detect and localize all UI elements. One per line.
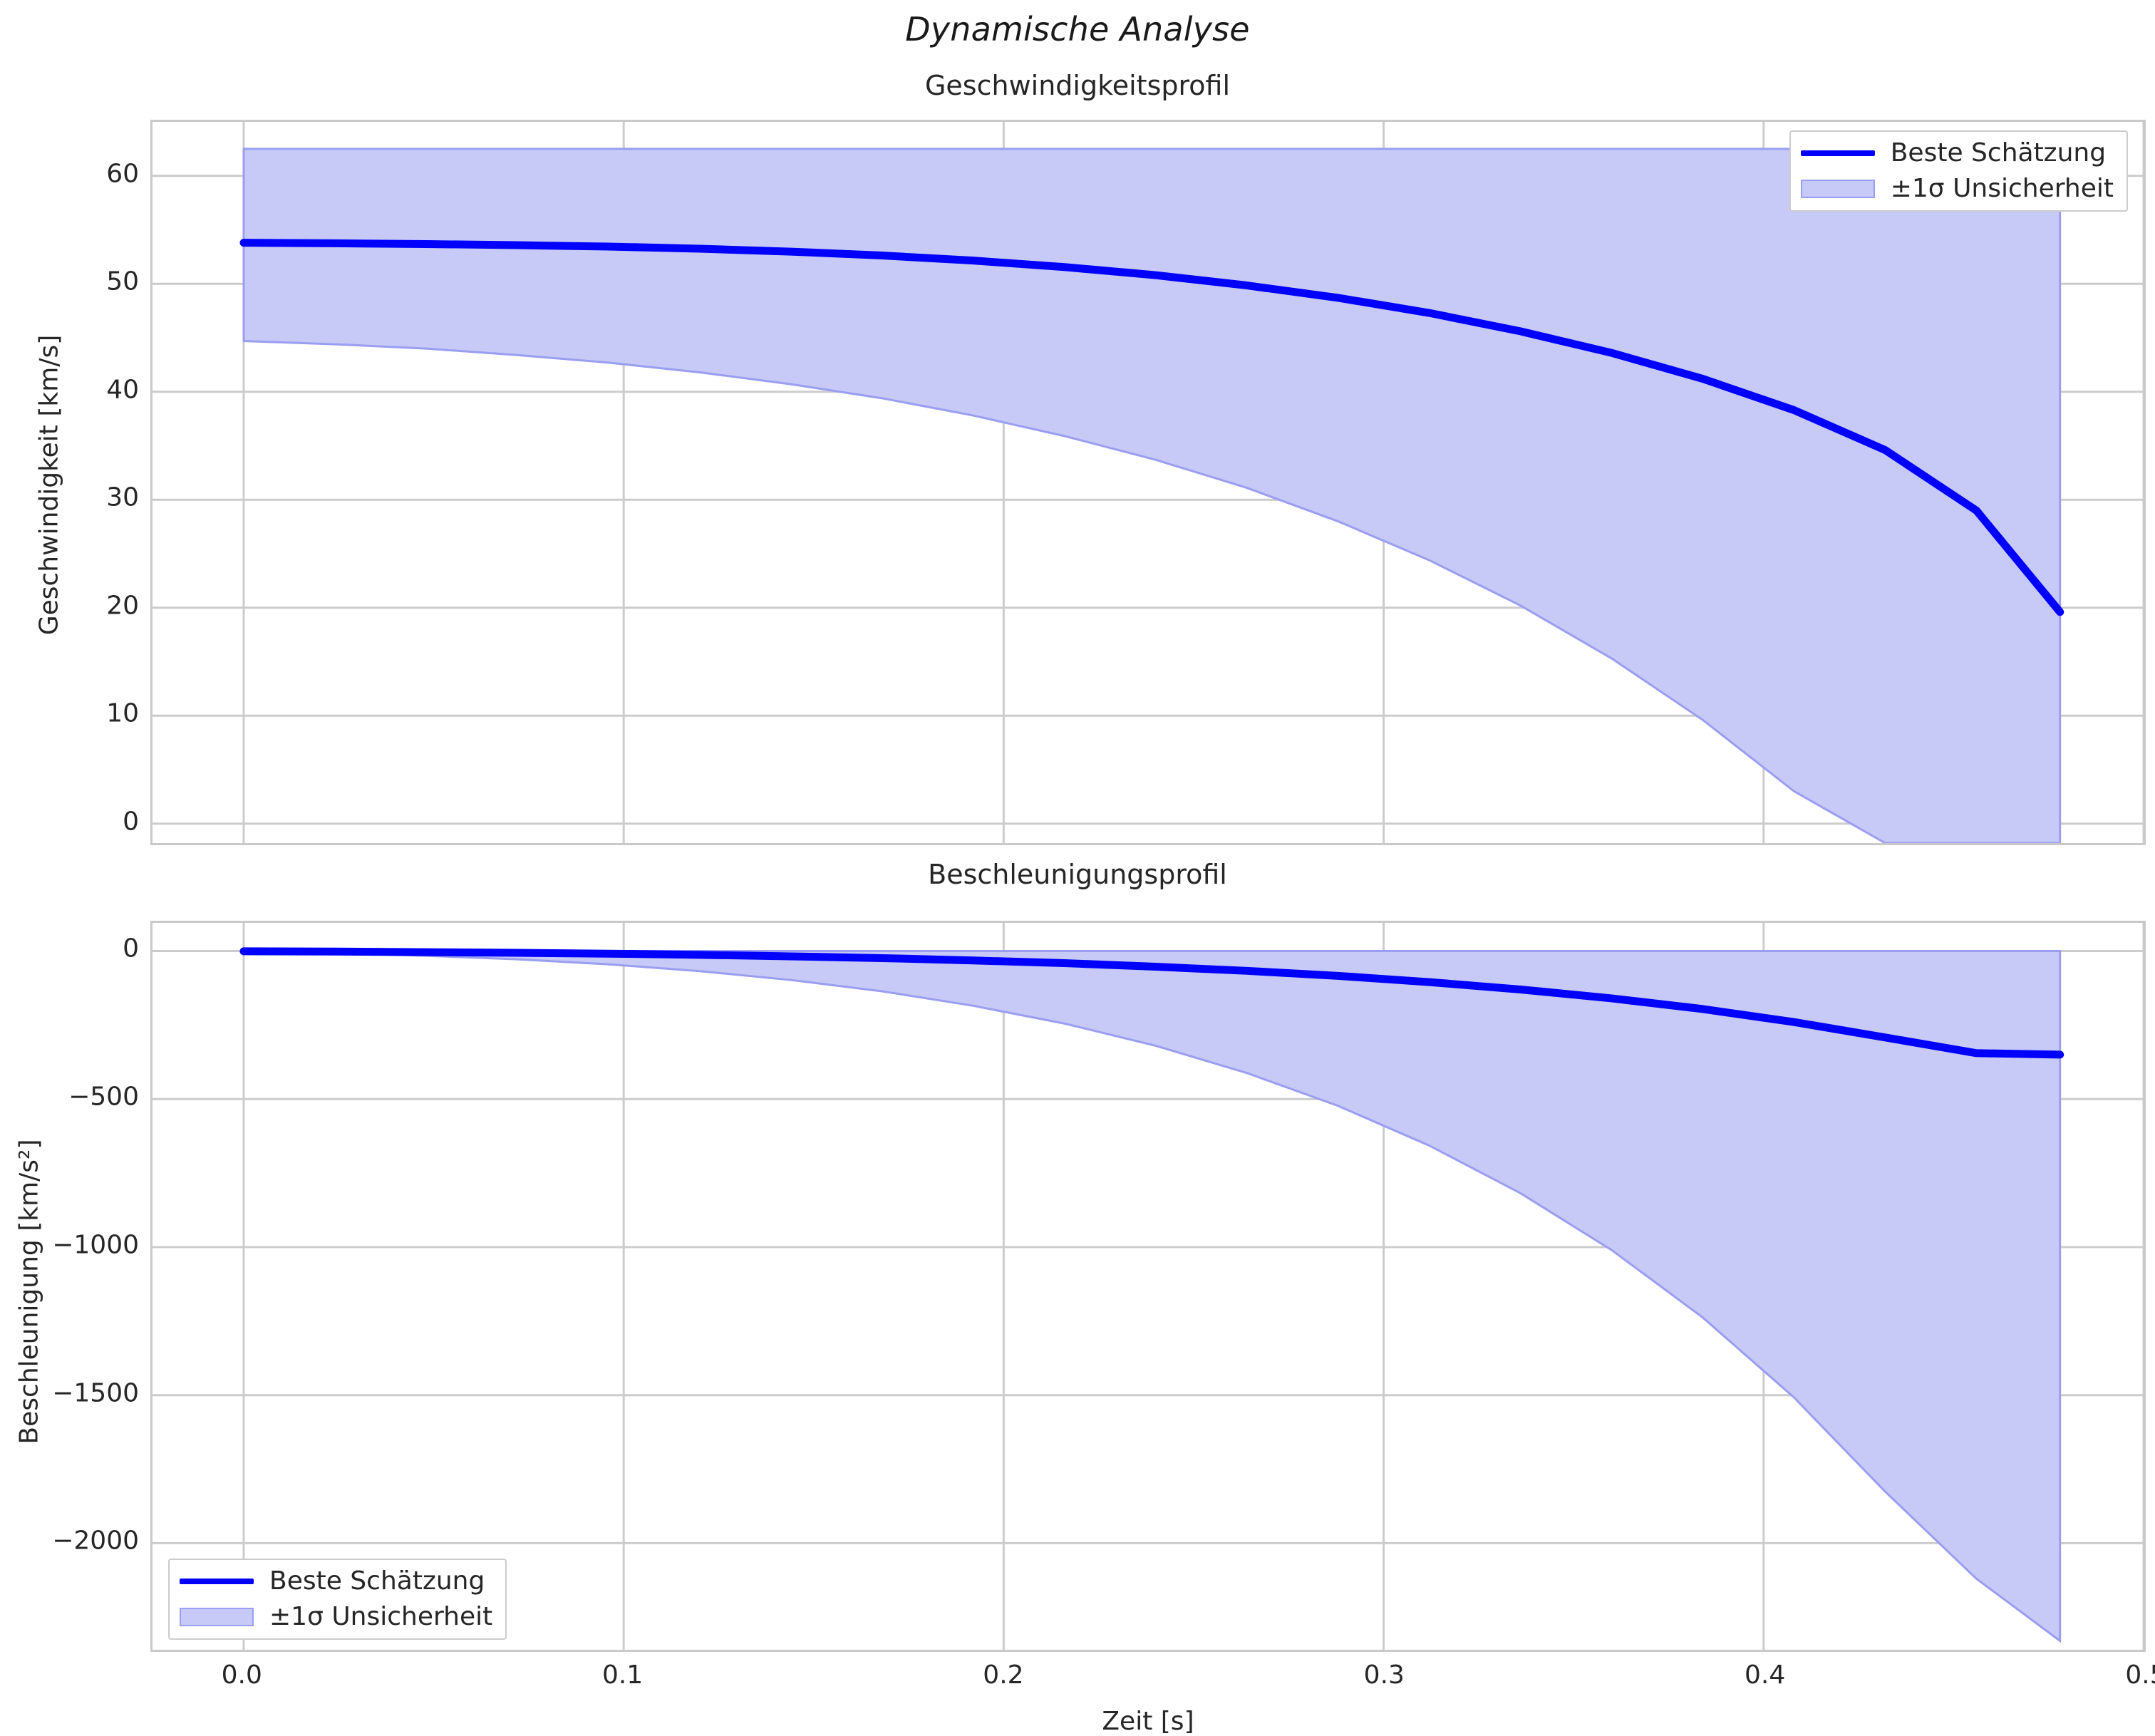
velocity-ytick-label: 30: [106, 482, 139, 512]
legend-band-swatch-icon: [1800, 178, 1875, 200]
velocity-legend[interactable]: Beste Schätzung ±1σ Unsicherheit: [1789, 130, 2128, 212]
legend-row-band: ±1σ Unsicherheit: [1800, 174, 2114, 203]
legend-line-swatch-icon: [180, 1571, 254, 1592]
acceleration-ytick-label: −1000: [52, 1230, 139, 1260]
legend-row-line: Beste Schätzung: [180, 1569, 492, 1594]
velocity-ytick-label: 20: [106, 591, 139, 621]
x-axis-ticklabels: 0.0 0.1 0.2 0.3 0.4 0.5: [150, 1660, 2155, 1703]
x-tick-label: 0.5: [2125, 1660, 2155, 1690]
velocity-ytick-label: 50: [106, 267, 139, 296]
acceleration-ytick-label: −2000: [52, 1526, 139, 1556]
legend-band-label: ±1σ Unsicherheit: [269, 1602, 493, 1631]
x-tick-label: 0.1: [601, 1660, 644, 1690]
legend-band-swatch-icon: [180, 1606, 254, 1628]
velocity-ytick-label: 10: [106, 698, 139, 728]
legend-band-label: ±1σ Unsicherheit: [1890, 174, 2114, 203]
acceleration-plot-area: Beste Schätzung ±1σ Unsicherheit: [150, 921, 2146, 1652]
figure-suptitle: Dynamische Analyse: [905, 10, 1250, 48]
acceleration-ytick-label: 0: [123, 934, 139, 963]
x-tick-label: 0.0: [221, 1660, 262, 1690]
legend-row-line: Beste Schätzung: [1800, 138, 2114, 167]
velocity-ytick-label: 60: [106, 159, 139, 189]
velocity-y-ticklabels: 0 10 20 30 40 50 60: [14, 120, 139, 845]
acceleration-subplot-title: Beschleunigungsprofil: [928, 859, 1227, 890]
velocity-plot-svg: [153, 122, 2144, 843]
x-axis-label: Zeit [s]: [1102, 1707, 1194, 1736]
legend-line-swatch-icon: [1800, 143, 1875, 164]
acceleration-legend[interactable]: Beste Schätzung ±1σ Unsicherheit: [168, 1559, 507, 1640]
x-tick-label: 0.3: [1363, 1660, 1405, 1690]
acceleration-y-ticklabels: 0 −500 −1000 −1500 −2000: [14, 921, 139, 1652]
velocity-plot-area: Beste Schätzung ±1σ Unsicherheit: [150, 120, 2146, 845]
acceleration-ytick-label: −1500: [52, 1378, 139, 1408]
legend-row-band: ±1σ Unsicherheit: [180, 1604, 492, 1630]
acceleration-ytick-label: −500: [68, 1082, 139, 1112]
velocity-subplot-title: Geschwindigkeitsprofil: [924, 70, 1231, 101]
legend-line-label: Beste Schätzung: [269, 1566, 485, 1596]
acceleration-plot-svg: [153, 923, 2144, 1650]
velocity-ytick-label: 0: [123, 807, 139, 837]
velocity-ytick-label: 40: [106, 375, 139, 405]
x-tick-label: 0.4: [1745, 1660, 1786, 1690]
legend-line-label: Beste Schätzung: [1890, 138, 2107, 167]
x-tick-label: 0.2: [983, 1660, 1024, 1690]
